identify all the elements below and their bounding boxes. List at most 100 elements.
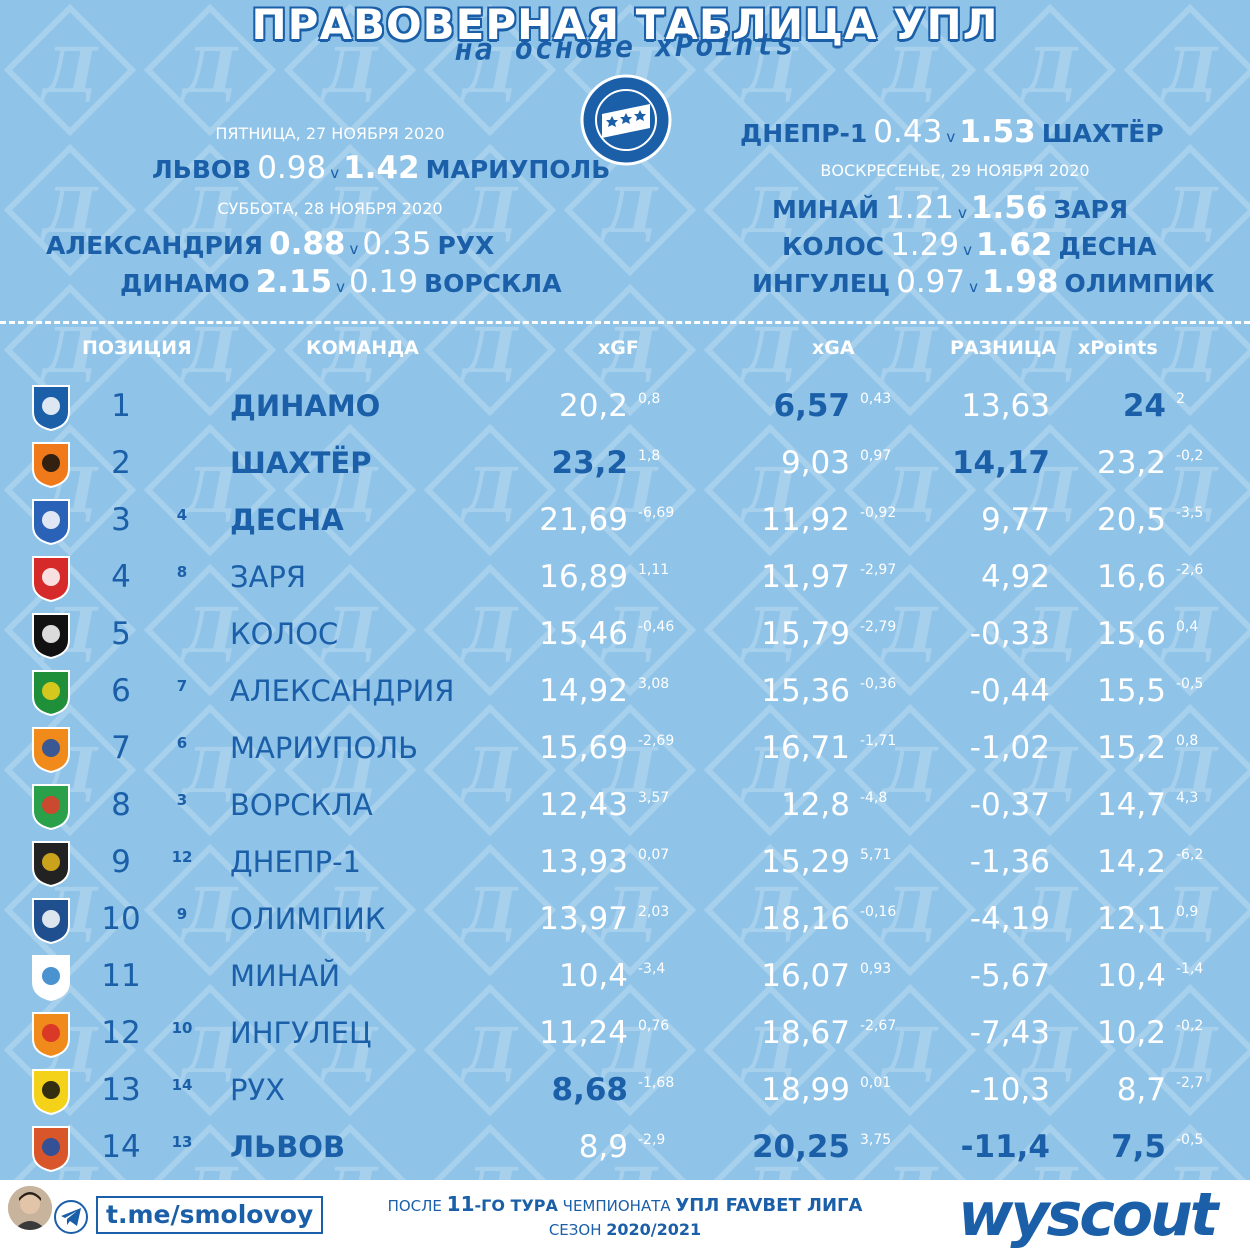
table-row: 1 ДИНАМО 20,2 0,8 6,57 0,43 13,63 24 2 <box>0 378 1250 435</box>
away-team: ОЛИМПИК <box>1064 269 1215 298</box>
team-name: ИНГУЛЕЦ <box>230 1016 372 1050</box>
away-xg: 1.42 <box>343 150 420 186</box>
xpoints-delta: -1,4 <box>1176 961 1204 977</box>
xga-delta: 0,93 <box>860 961 892 977</box>
away-team: ВОРСКЛА <box>424 269 562 298</box>
previous-position: 3 <box>176 791 188 809</box>
xga-value: 11,97 <box>761 559 850 595</box>
table-row: 12 10 ИНГУЛЕЦ 11,24 0,76 18,67 -2,67 -7,43 10,2-… <box>0 1005 1250 1062</box>
footer-season-value: 2020/2021 <box>606 1220 702 1239</box>
goal-difference: -1,02 <box>969 730 1050 766</box>
xga-delta: 0,01 <box>860 1075 892 1091</box>
goal-difference: -11,4 <box>960 1129 1050 1165</box>
footer-round-suffix: -ГО ТУРА <box>474 1196 558 1215</box>
xgf-value: 20,2 <box>558 388 628 424</box>
team-name: ШАХТЁР <box>230 446 372 480</box>
team-name: ОЛИМПИК <box>230 902 386 936</box>
table-row: 13 14 РУХ 8,68 -1,68 18,99 0,01 -10,3 8,7 -2,7 <box>0 1062 1250 1119</box>
xga-value: 18,67 <box>761 1015 850 1051</box>
xga-value: 9,03 <box>780 445 850 481</box>
position: 12 <box>101 1015 141 1051</box>
xgf-value: 16,89 <box>539 559 628 595</box>
xpoints-delta: -0,2 <box>1176 1018 1204 1034</box>
previous-position: 12 <box>171 848 193 866</box>
position: 7 <box>111 730 131 766</box>
goal-difference: -7,43 <box>969 1015 1050 1051</box>
position: 6 <box>111 673 131 709</box>
position: 3 <box>111 502 131 538</box>
xga-value: 16,07 <box>761 958 850 994</box>
xgf-delta: 1,11 <box>638 562 670 578</box>
fixture-date: СУББОТА, 28 НОЯБРЯ 2020 <box>217 199 443 218</box>
table-row: 4 8 ЗАРЯ 16,89 1,11 11,97 -2,97 4,92 16,6 -2,6 <box>0 549 1250 606</box>
away-team: РУХ <box>437 231 495 260</box>
xgf-value: 14,92 <box>539 673 628 709</box>
xpoints-value: 10,2 <box>1096 1015 1166 1051</box>
home-xg: 0.98 <box>257 150 327 186</box>
xgf-value: 13,93 <box>539 844 628 880</box>
goal-difference: -10,3 <box>969 1072 1050 1108</box>
xpoints-delta: -3,5 <box>1176 505 1204 521</box>
away-team: ШАХТЁР <box>1041 119 1164 148</box>
team-name: ДНЕПР-1 <box>230 845 361 879</box>
team-crest-icon <box>32 442 70 489</box>
header-xga: xGA <box>812 337 855 359</box>
team-crest-icon <box>32 613 70 660</box>
xgf-delta: -1,68 <box>638 1075 675 1091</box>
position: 14 <box>101 1129 141 1165</box>
xga-delta: -2,97 <box>860 562 897 578</box>
goal-difference: -0,44 <box>969 673 1050 709</box>
telegram-link[interactable]: t.me/smolovoy <box>96 1196 324 1234</box>
team-crest-icon <box>32 670 70 717</box>
team-crest-icon <box>32 955 70 1002</box>
xgf-value: 13,97 <box>539 901 628 937</box>
home-xg: 0.97 <box>896 264 966 300</box>
previous-position: 4 <box>176 506 188 524</box>
header-xpoints: xPoints <box>1078 337 1158 359</box>
xpoints-value: 8,7 <box>1116 1072 1166 1108</box>
xpoints-value: 23,2 <box>1096 445 1166 481</box>
table-row: 8 3 ВОРСКЛА 12,43 3,57 12,8 -4,8 -0,37 14,7 4,3 <box>0 777 1250 834</box>
team-crest-icon <box>32 727 70 774</box>
home-team: ДИНАМО <box>120 269 250 298</box>
home-team: ЛЬВОВ <box>152 155 252 184</box>
telegram-icon <box>54 1200 88 1234</box>
home-xg: 2.15 <box>255 264 333 300</box>
goal-difference: 4,92 <box>980 559 1050 595</box>
xpoints-delta: -2,7 <box>1176 1075 1204 1091</box>
xgf-value: 21,69 <box>539 502 628 538</box>
xpoints-delta: -0,5 <box>1176 676 1204 692</box>
home-team: КОЛОС <box>782 232 885 261</box>
previous-position: 10 <box>171 1019 193 1037</box>
xgf-delta: 2,03 <box>638 904 670 920</box>
header-position: ПОЗИЦИЯ <box>82 337 192 359</box>
xga-value: 18,16 <box>761 901 850 937</box>
team-crest-icon <box>32 784 70 831</box>
previous-position: 7 <box>176 677 188 695</box>
footer-season-label: СЕЗОН <box>548 1221 607 1239</box>
footer-round-number: 11 <box>446 1192 475 1216</box>
league-logo <box>580 74 672 166</box>
footer-season: СЕЗОН 2020/2021 <box>330 1220 920 1239</box>
home-team: ДНЕПР-1 <box>740 119 868 148</box>
goal-difference: 9,77 <box>980 502 1050 538</box>
xga-delta: -0,36 <box>860 676 897 692</box>
team-name: МАРИУПОЛЬ <box>230 731 419 765</box>
xgf-value: 15,69 <box>539 730 628 766</box>
xga-delta: -1,71 <box>860 733 897 749</box>
xga-value: 15,29 <box>761 844 850 880</box>
position: 4 <box>111 559 131 595</box>
xgf-delta: 0,76 <box>638 1018 670 1034</box>
goal-difference: 14,17 <box>951 445 1050 481</box>
fixture-row: ДИНАМО 2.15 v 0.19 ВОРСКЛА <box>120 264 562 300</box>
xga-delta: 0,43 <box>860 391 892 407</box>
xgf-delta: 3,57 <box>638 790 670 806</box>
home-xg: 1.29 <box>890 227 960 263</box>
previous-position: 6 <box>176 734 188 752</box>
table-row: 11 МИНАЙ 10,4 -3,4 16,07 0,93 -5,67 10,4 -1,4 <box>0 948 1250 1005</box>
xgf-delta: 0,8 <box>638 391 661 407</box>
xgf-delta: -3,4 <box>638 961 666 977</box>
section-divider <box>0 321 1250 324</box>
team-crest-icon <box>32 499 70 546</box>
header-team: КОМАНДА <box>306 337 419 359</box>
